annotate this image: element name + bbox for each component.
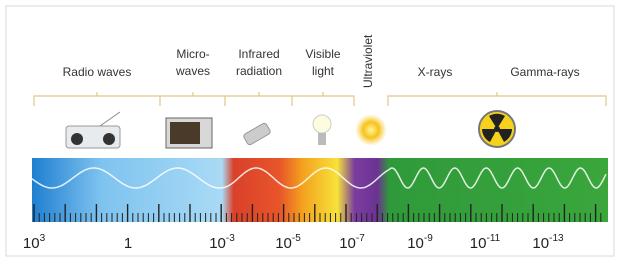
scale-base: 10 — [532, 235, 549, 252]
region-label: radiation — [236, 64, 282, 78]
scale-exponent: 3 — [40, 233, 46, 244]
scale-exponent: -3 — [226, 233, 235, 244]
region-label: Visible — [305, 47, 340, 61]
scale-base: 10 — [339, 235, 356, 252]
region-label: Ultraviolet — [361, 34, 375, 88]
scale-base: 10 — [407, 235, 424, 252]
spectrum-band — [32, 158, 608, 222]
scale-label: 1 — [124, 235, 132, 252]
spectrum-diagram: Radio waves Micro-waves Infrared radiation V… — [0, 0, 620, 262]
region-label: X-rays — [418, 65, 453, 79]
scale-base: 10 — [470, 235, 487, 252]
scale-exponent: -11 — [486, 233, 500, 244]
scale-exponent: -7 — [356, 233, 365, 244]
scale-exponent: -9 — [424, 233, 433, 244]
scale-base: 1 — [124, 235, 132, 252]
scale-exponent: -5 — [292, 233, 301, 244]
region-label: Radio waves — [63, 65, 132, 79]
scale-base: 10 — [275, 235, 292, 252]
region-label: Micro- — [176, 47, 209, 61]
region-label: Gamma-rays — [510, 65, 579, 79]
region-label: Infrared — [238, 47, 279, 61]
region-label: light — [312, 64, 335, 78]
scale-base: 10 — [209, 235, 226, 252]
scale-exponent: -13 — [549, 233, 564, 244]
region-label: waves — [175, 64, 210, 78]
scale-base: 10 — [23, 235, 40, 252]
